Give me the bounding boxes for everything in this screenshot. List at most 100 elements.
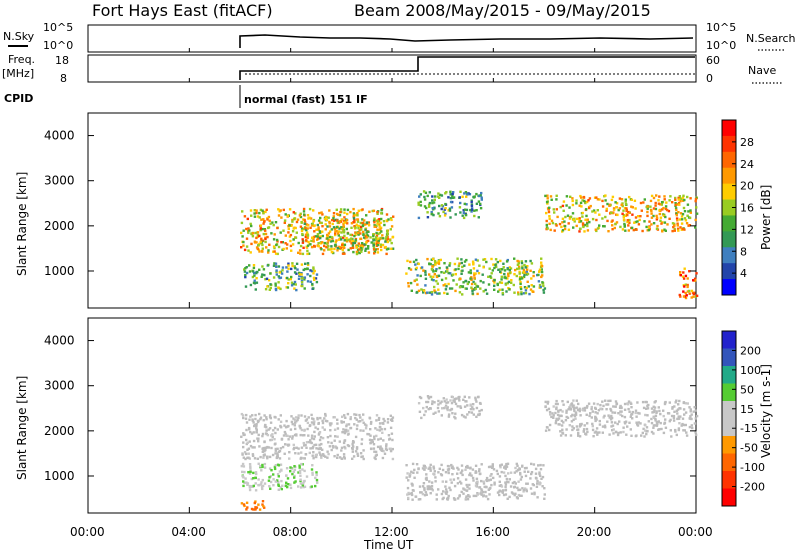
echo-cell-4 [585, 433, 588, 436]
echo-cell-5 [594, 228, 597, 231]
echo-cell-4 [629, 428, 632, 431]
echo-cell-1 [321, 225, 324, 228]
echo-cell-2 [478, 468, 481, 471]
echo-cell-1 [359, 246, 363, 250]
echo-cell-0 [304, 233, 308, 236]
echo-cell-4 [609, 399, 612, 402]
echo-cell-2 [269, 286, 272, 290]
echo-cell-3 [432, 270, 435, 273]
echo-cell-4 [656, 422, 659, 426]
ytick-label: 2000 [44, 424, 75, 438]
echo-cell-5 [586, 224, 589, 228]
echo-cell-0 [324, 414, 327, 417]
echo-cell-3 [426, 257, 429, 261]
echo-cell-3 [429, 395, 433, 399]
echo-cell-0 [326, 242, 329, 245]
echo-cell-4 [596, 431, 599, 434]
echo-cell-4 [428, 205, 431, 208]
echo-cell-1 [297, 471, 300, 474]
echo-cell-0 [328, 225, 332, 228]
echo-cell-2 [253, 271, 256, 275]
echo-cell-5 [613, 226, 616, 230]
echo-cell-0 [295, 420, 298, 423]
echo-cell-4 [580, 422, 583, 426]
echo-cell-3 [440, 278, 444, 282]
echo-cell-2 [515, 470, 518, 473]
echo-cell-1 [316, 223, 319, 227]
echo-cell-0 [307, 416, 310, 419]
echo-cell-2 [430, 481, 434, 484]
ytick-label: 3000 [44, 174, 75, 188]
echo-cell-4 [617, 431, 620, 435]
echo-cell-5 [622, 218, 626, 221]
echo-cell-2 [309, 269, 312, 272]
echo-cell-2 [519, 471, 522, 475]
echo-cell-2 [511, 481, 515, 485]
echo-cell-1 [284, 484, 287, 488]
echo-cell-3 [526, 265, 529, 268]
echo-cell-3 [417, 402, 421, 405]
echo-cell-4 [594, 415, 597, 419]
echo-cell-2 [435, 493, 438, 496]
echo-cell-5 [571, 199, 574, 203]
echo-cell-4 [616, 433, 620, 437]
echo-cell-3 [428, 273, 431, 276]
echo-cell-0 [255, 428, 258, 431]
echo-cell-0 [333, 416, 336, 419]
echo-cell-0 [329, 429, 332, 432]
echo-cell-0 [254, 417, 257, 421]
echo-cell-0 [240, 246, 243, 249]
echo-cell-0 [256, 233, 260, 237]
echo-cell-2 [416, 471, 419, 474]
echo-cell-3 [496, 260, 499, 264]
echo-cell-5 [568, 206, 571, 209]
echo-cell-5 [610, 198, 614, 202]
echo-cell-3 [469, 277, 472, 280]
echo-cell-3 [523, 286, 527, 289]
echo-cell-0 [351, 450, 354, 453]
echo-cell-6 [682, 271, 685, 274]
echo-cell-2 [489, 474, 492, 478]
echo-cell-0 [312, 417, 315, 421]
echo-cell-2 [306, 262, 310, 265]
echo-cell-1 [365, 221, 369, 224]
echo-cell-0 [360, 438, 364, 441]
echo-cell-5 [680, 215, 684, 218]
echo-cell-5 [620, 203, 623, 206]
echo-cell-5 [589, 204, 592, 208]
colorbar-tick-label: 12 [740, 223, 754, 236]
echo-cell-0 [383, 419, 386, 423]
echo-cell-4 [644, 400, 647, 404]
echo-cell-0 [311, 445, 315, 449]
echo-cell-4 [560, 419, 564, 423]
echo-cell-3 [467, 271, 471, 274]
echo-cell-5 [601, 217, 604, 220]
echo-cell-5 [596, 198, 600, 201]
echo-cell-2 [421, 485, 425, 488]
echo-cell-0 [297, 414, 300, 417]
echo-cell-5 [596, 227, 600, 230]
echo-cell-0 [383, 452, 387, 455]
echo-cell-5 [572, 218, 575, 221]
echo-cell-0 [358, 251, 361, 255]
echo-cell-4 [465, 203, 468, 206]
echo-cell-0 [271, 221, 274, 224]
echo-cell-5 [622, 216, 625, 219]
echo-cell-5 [592, 209, 596, 212]
echo-cell-0 [321, 234, 324, 238]
echo-cell-0 [261, 432, 265, 436]
echo-cell-2 [290, 281, 294, 284]
echo-cell-3 [458, 399, 461, 402]
echo-cell-2 [493, 481, 496, 484]
echo-cell-5 [649, 205, 652, 208]
echo-cell-2 [519, 478, 523, 481]
echo-cell-0 [375, 419, 378, 422]
echo-cell-4 [635, 415, 638, 418]
echo-cell-4 [440, 204, 444, 207]
echo-cell-0 [335, 208, 338, 211]
echo-cell-0 [312, 437, 316, 441]
echo-cell-2 [492, 468, 496, 471]
echo-cell-0 [340, 446, 344, 449]
echo-cell-4 [599, 407, 603, 410]
echo-cell-1 [306, 244, 310, 247]
